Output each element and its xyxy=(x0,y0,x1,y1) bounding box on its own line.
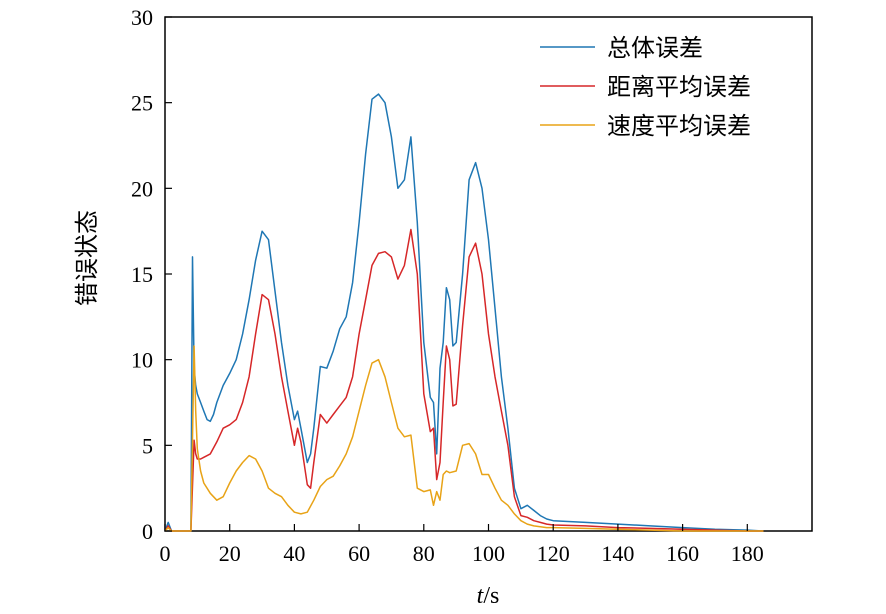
x-tick-label: 160 xyxy=(666,541,699,566)
x-tick-label: 180 xyxy=(731,541,764,566)
x-tick-label: 100 xyxy=(472,541,505,566)
y-tick-label: 15 xyxy=(131,262,153,287)
legend-label-2: 距离平均误差 xyxy=(607,73,751,101)
x-axis-title: t/s xyxy=(477,583,500,609)
y-tick-label: 0 xyxy=(142,519,153,544)
y-axis-title: 错误状态 xyxy=(73,210,101,306)
x-tick-label: 60 xyxy=(348,541,370,566)
series-line-2 xyxy=(164,228,764,532)
x-tick-label: 140 xyxy=(601,541,634,566)
axis-ticks: 0 20 40 60 80 100 120 140 160 180 0 5 10 15 20 25 30 xyxy=(131,5,764,566)
y-tick-label: 10 xyxy=(131,348,153,373)
legend-label-1: 总体误差 xyxy=(607,34,703,62)
x-axis-title-var: t xyxy=(477,583,485,609)
series-lines xyxy=(164,93,764,532)
x-tick-label: 20 xyxy=(219,541,241,566)
x-tick-label: 80 xyxy=(413,541,435,566)
y-tick-label: 20 xyxy=(131,176,153,201)
y-tick-label: 5 xyxy=(142,433,153,458)
y-tick-label: 30 xyxy=(131,5,153,30)
legend-label-3: 速度平均误差 xyxy=(607,112,751,140)
x-tick-label: 0 xyxy=(160,541,171,566)
series-line-3 xyxy=(164,345,764,532)
series-line-1 xyxy=(164,93,764,532)
x-axis-title-unit: /s xyxy=(483,583,499,609)
x-tick-label: 40 xyxy=(283,541,305,566)
x-tick-label: 120 xyxy=(537,541,570,566)
y-tick-label: 25 xyxy=(131,91,153,116)
